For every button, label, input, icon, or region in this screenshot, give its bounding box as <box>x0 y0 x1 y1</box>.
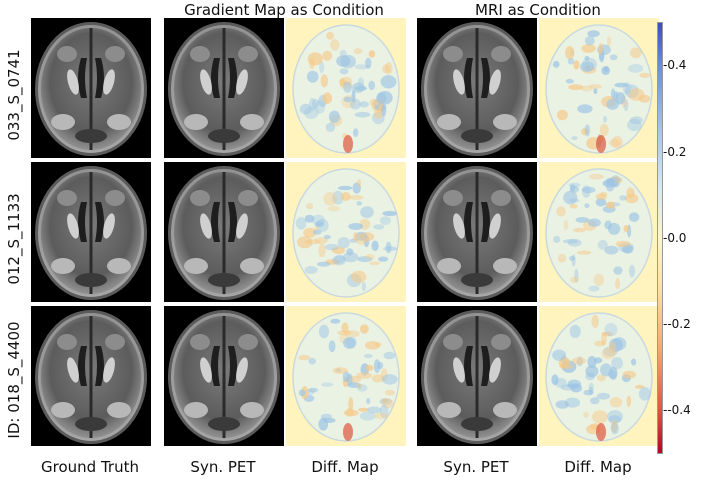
brain-pet-image <box>417 162 537 302</box>
mri-group-title: MRI as Condition <box>475 1 601 19</box>
column-label-ground-truth: Ground Truth <box>41 458 139 476</box>
column-label-diff-map-gradient: Diff. Map <box>311 458 379 476</box>
row-label-1: 033_S_0741 <box>5 49 23 141</box>
row-label-3: ID: 018_S_4400 <box>5 321 23 439</box>
brain-pet-image <box>31 18 151 158</box>
column-label-syn-pet-mri: Syn. PET <box>443 458 509 476</box>
diff-map-image <box>286 18 406 158</box>
brain-pet-image <box>31 306 151 446</box>
brain-pet-image <box>417 306 537 446</box>
colorbar-tick: -0.0 <box>663 231 687 245</box>
diff-map-image <box>286 306 406 446</box>
brain-pet-image <box>417 18 537 158</box>
brain-pet-image <box>164 162 284 302</box>
brain-pet-image <box>164 18 284 158</box>
diff-map-image <box>539 162 659 302</box>
colorbar <box>657 22 663 454</box>
diff-map-image <box>539 18 659 158</box>
colorbar-tick: -0.2 <box>663 145 687 159</box>
row-label-2: 012_S_1133 <box>5 193 23 285</box>
colorbar-tick: --0.2 <box>663 317 691 331</box>
brain-pet-image <box>164 306 284 446</box>
column-label-diff-map-mri: Diff. Map <box>564 458 632 476</box>
column-label-syn-pet-gradient: Syn. PET <box>190 458 256 476</box>
diff-map-image <box>286 162 406 302</box>
colorbar-tick: -0.4 <box>663 58 687 72</box>
brain-pet-image <box>31 162 151 302</box>
diff-map-image <box>539 306 659 446</box>
gradient-map-group-title: Gradient Map as Condition <box>184 1 384 19</box>
colorbar-tick: --0.4 <box>663 403 691 417</box>
